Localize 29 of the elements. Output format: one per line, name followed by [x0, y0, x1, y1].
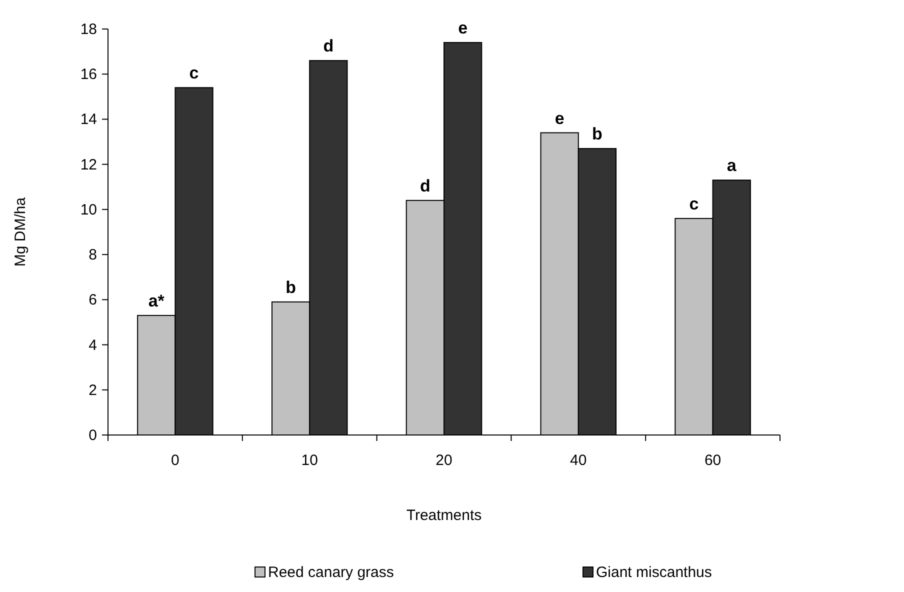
annotation: b — [286, 278, 296, 297]
y-tick-label: 14 — [80, 111, 97, 128]
annotation: e — [458, 18, 468, 38]
y-tick-label: 10 — [80, 201, 97, 218]
annotation: c — [689, 194, 699, 214]
y-axis-title: Mg DM/ha — [12, 196, 29, 267]
annotation: d — [420, 176, 430, 196]
x-tick-label: 10 — [301, 452, 318, 469]
y-tick-label: 4 — [88, 336, 97, 354]
annotation: e — [554, 108, 564, 128]
y-tick-label: 0 — [88, 427, 97, 444]
annotation: b — [592, 124, 602, 144]
annotation: a — [726, 156, 737, 176]
y-tick-label: 16 — [80, 66, 97, 84]
legend-label: Giant miscanthus — [596, 564, 712, 581]
y-tick-label: 8 — [88, 246, 97, 264]
x-tick-label: 40 — [570, 452, 587, 469]
y-tick-label: 12 — [80, 156, 97, 174]
x-tick-label: 60 — [704, 452, 722, 469]
x-tick-label: 0 — [171, 452, 180, 469]
x-axis-title: Treatments — [406, 507, 482, 524]
y-tick-label: 2 — [88, 382, 97, 399]
y-tick-label: 18 — [80, 21, 97, 38]
annotation: d — [323, 36, 334, 56]
annotation: c — [189, 64, 199, 83]
y-tick-label: 6 — [88, 292, 97, 309]
x-tick-label: 20 — [436, 452, 452, 469]
annotation: a* — [148, 291, 165, 310]
legend-label: Reed canary grass — [268, 564, 394, 581]
